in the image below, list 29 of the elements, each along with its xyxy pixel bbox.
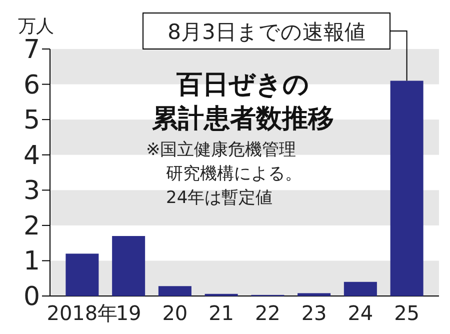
bar [158, 286, 192, 296]
annotation: 研究機構による。 [166, 164, 302, 184]
annotation: 24年は暫定値 [166, 188, 273, 208]
y-tick-label: 0 [23, 282, 40, 312]
y-tick-label: 3 [23, 176, 40, 206]
y-tick-label: 1 [23, 246, 40, 277]
x-tick-label: 22 [254, 301, 280, 325]
bar [390, 80, 424, 296]
x-tick-label: 2018年 [46, 301, 118, 325]
y-tick-label: 5 [23, 106, 40, 136]
text: 累計患者数推移 [151, 104, 334, 134]
bar [66, 254, 99, 296]
text: 百日ぜきの [176, 70, 310, 100]
annotation: 8月3日までの速報値 [168, 20, 366, 44]
x-tick-label: 25 [394, 301, 420, 325]
annotation: ※国立健康危機管理 [146, 140, 296, 160]
y-tick-label: 4 [23, 140, 40, 171]
x-tick-label: 21 [208, 301, 234, 325]
x-tick-label: 19 [116, 301, 142, 325]
bar [344, 282, 377, 296]
y-tick-label: 6 [23, 70, 40, 100]
x-tick-label: 24 [348, 301, 374, 325]
y-tick-label: 7 [23, 35, 40, 65]
y-axis-title: 万人 [18, 16, 54, 37]
bar [298, 293, 331, 296]
x-tick-label: 23 [301, 301, 327, 325]
x-tick-label: 20 [162, 301, 188, 325]
y-tick-label: 2 [23, 211, 40, 242]
bar [112, 236, 146, 296]
